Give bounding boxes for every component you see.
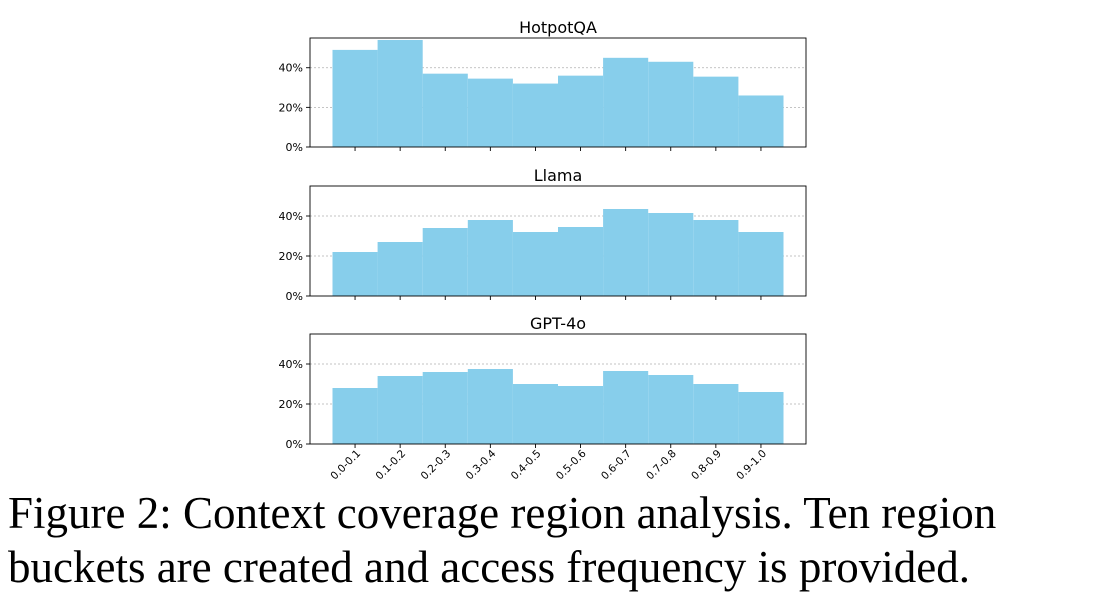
- y-tick-label: 40%: [279, 62, 303, 75]
- y-tick-label: 20%: [279, 250, 303, 263]
- bar-0.9-1.0: [738, 95, 784, 147]
- caption-line-1: Figure 2: Context coverage region analys…: [8, 488, 997, 538]
- y-tick-label: 0%: [286, 290, 303, 303]
- x-tick-label: 0.5-0.6: [554, 447, 589, 482]
- bar-0.1-0.2: [377, 376, 423, 444]
- bar-0.5-0.6: [558, 227, 604, 296]
- x-tick-label: 0.4-0.5: [509, 448, 544, 483]
- chart-title: Llama: [534, 166, 583, 185]
- y-tick-label: 0%: [286, 438, 303, 451]
- bar-0.0-0.1: [332, 49, 378, 147]
- bar-0.2-0.3: [422, 228, 468, 296]
- axes-frame: [309, 185, 807, 297]
- bar-0.9-1.0: [738, 232, 784, 296]
- bar-0.5-0.6: [558, 75, 604, 147]
- figure-caption: Figure 2: Context coverage region analys…: [8, 486, 1102, 594]
- bar-0.2-0.3: [422, 73, 468, 147]
- x-tick-label: 0.6-0.7: [599, 448, 634, 483]
- axes-frame: [309, 333, 807, 445]
- x-tick-label: 0.0-0.1: [328, 448, 363, 483]
- bar-0.2-0.3: [422, 372, 468, 444]
- axes-frame: [309, 37, 807, 148]
- bar-0.8-0.9: [693, 384, 739, 444]
- x-tick-label: 0.8-0.9: [689, 448, 724, 483]
- y-tick-label: 0%: [286, 141, 303, 154]
- bar-0.6-0.7: [603, 371, 649, 444]
- bar-0.0-0.1: [332, 388, 378, 444]
- y-tick-label: 40%: [279, 358, 303, 371]
- x-tick-label: 0.2-0.3: [419, 448, 454, 483]
- chart-panel-3: GPT-4o 0% 20% 40% 0.0-0.1 0.1-0.2 0.2-0.3 0.3-0…: [279, 314, 807, 483]
- x-tick-label: 0.3-0.4: [464, 447, 499, 482]
- chart-panel-2: Llama 0% 20% 40%: [279, 166, 807, 303]
- y-tick-label: 40%: [279, 210, 303, 223]
- chart-title: HotpotQA: [519, 18, 597, 37]
- bar-0.4-0.5: [512, 83, 558, 147]
- x-tick-label: 0.9-1.0: [734, 448, 769, 483]
- bar-0.9-1.0: [738, 392, 784, 444]
- bar-0.4-0.5: [512, 384, 558, 444]
- bar-0.1-0.2: [377, 242, 423, 296]
- caption-line-2: buckets are created and access frequency…: [8, 542, 971, 592]
- bar-0.3-0.4: [467, 369, 513, 444]
- bar-0.6-0.7: [603, 57, 649, 148]
- bar-0.8-0.9: [693, 220, 739, 296]
- bar-0.4-0.5: [512, 232, 558, 296]
- x-tick-label: 0.1-0.2: [373, 448, 408, 483]
- bar-0.5-0.6: [558, 386, 604, 444]
- figure-charts: HotpotQA 0% 20% 40% Llama 0% 20% 40% GPT-4o 0% 20%…: [279, 18, 807, 483]
- chart-title: GPT-4o: [530, 314, 586, 333]
- x-tick-label: 0.7-0.8: [644, 448, 679, 483]
- bar-0.8-0.9: [693, 76, 739, 147]
- y-tick-label: 20%: [279, 398, 303, 411]
- bar-0.3-0.4: [467, 220, 513, 296]
- bar-0.1-0.2: [377, 39, 423, 147]
- bar-0.6-0.7: [603, 209, 649, 296]
- y-tick-label: 20%: [279, 101, 303, 114]
- bar-0.7-0.8: [648, 213, 694, 296]
- bar-0.7-0.8: [648, 61, 694, 148]
- chart-panel-1: HotpotQA 0% 20% 40%: [279, 18, 807, 154]
- bar-0.0-0.1: [332, 252, 378, 296]
- bar-0.3-0.4: [467, 78, 513, 147]
- bar-0.7-0.8: [648, 375, 694, 444]
